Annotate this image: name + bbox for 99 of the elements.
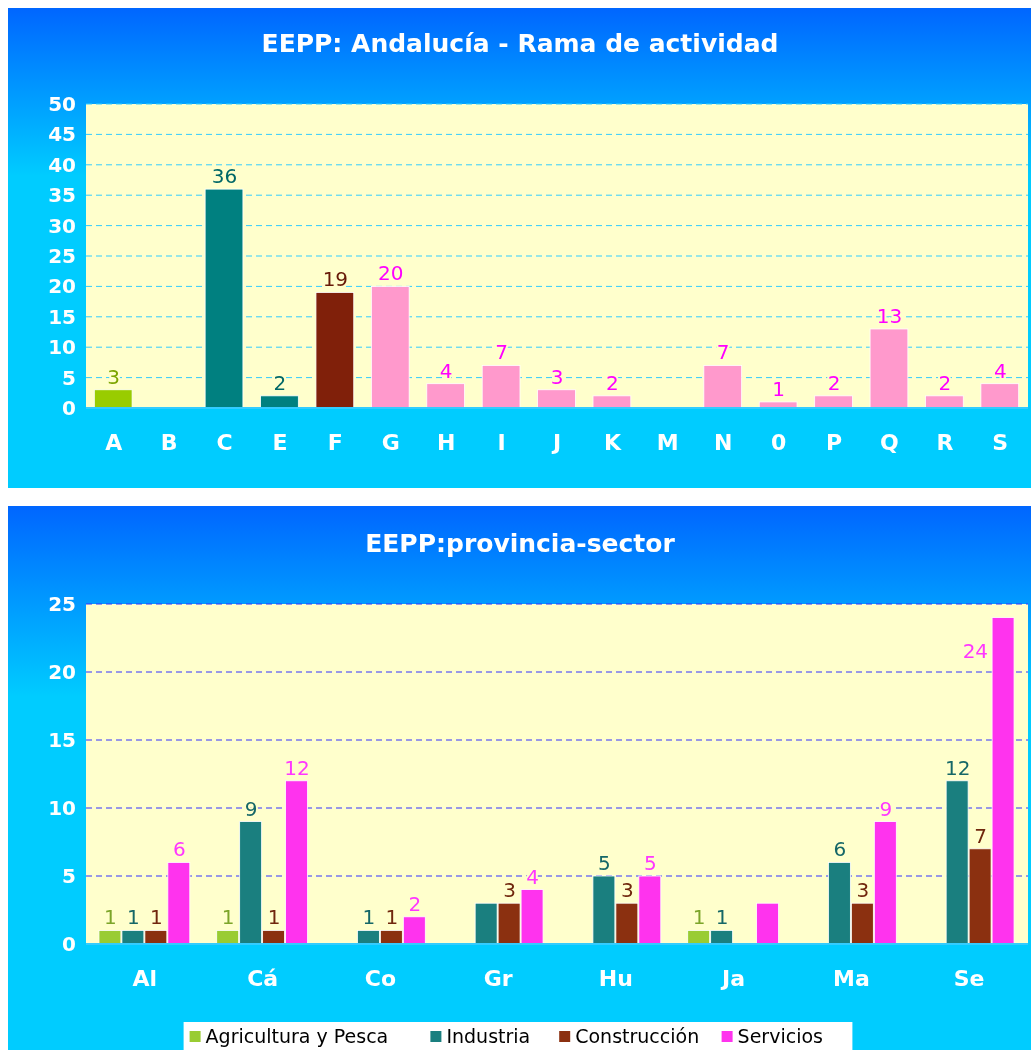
y-tick-label: 25	[48, 592, 76, 616]
y-tick-label: 15	[48, 728, 76, 752]
x-tick-label: G	[381, 430, 400, 455]
y-tick-label: 20	[48, 660, 76, 684]
data-label: 4	[439, 358, 453, 383]
bar	[925, 395, 964, 409]
legend-label: Agricultura y Pesca	[205, 1025, 389, 1047]
chart-title: EEPP: Andalucía - Rama de actividad	[261, 29, 779, 58]
data-label: 2	[938, 370, 952, 395]
y-tick-label: 40	[48, 152, 76, 177]
x-tick-label: P	[826, 430, 843, 455]
y-tick-label: 20	[48, 274, 76, 299]
data-label: 6	[833, 837, 847, 862]
legend-label: Industria	[446, 1025, 531, 1047]
x-tick-label: A	[105, 430, 123, 455]
x-tick-label: I	[497, 430, 506, 455]
bar	[315, 292, 355, 409]
y-tick-label: 5	[62, 365, 76, 390]
data-label: 3	[620, 878, 634, 903]
x-tick-label: E	[272, 430, 288, 455]
data-label: 3	[503, 878, 516, 903]
x-tick-label: M	[656, 430, 679, 455]
data-label: 12	[284, 755, 310, 780]
data-label: 2	[408, 891, 422, 916]
bar	[703, 365, 743, 409]
bar	[260, 395, 299, 409]
data-label: 1	[772, 376, 786, 401]
y-tick-label: 30	[48, 213, 76, 238]
data-label: 6	[172, 837, 186, 862]
bar	[537, 389, 576, 409]
x-tick-label: Ma	[833, 966, 870, 991]
data-label: 20	[378, 261, 404, 286]
bar	[814, 395, 853, 409]
data-label: 1	[385, 905, 399, 930]
y-tick-label: 10	[48, 796, 76, 820]
data-label: 19	[322, 267, 349, 292]
x-tick-label: F	[327, 430, 343, 455]
x-tick-label: Cá	[247, 966, 279, 991]
data-label: 24	[962, 638, 989, 663]
x-tick-label: Al	[132, 966, 158, 991]
data-label: 1	[267, 905, 281, 930]
y-tick-label: 15	[48, 304, 76, 329]
data-label: 1	[715, 905, 729, 930]
x-tick-label: H	[436, 430, 456, 455]
x-tick-label: N	[714, 430, 733, 455]
data-label: 4	[993, 358, 1007, 383]
data-label: 36	[211, 164, 238, 189]
data-label: 3	[856, 878, 870, 903]
data-label: 4	[526, 864, 539, 889]
x-tick-label: Gr	[483, 966, 513, 991]
x-tick-label: R	[936, 430, 954, 455]
data-label: 1	[692, 905, 706, 930]
x-tick-label: B	[160, 430, 178, 455]
y-tick-label: 0	[62, 932, 76, 956]
bar	[592, 395, 632, 409]
x-tick-label: Ja	[720, 966, 746, 991]
x-tick-label: Co	[364, 966, 397, 991]
data-label: 7	[495, 340, 508, 365]
bar	[426, 383, 465, 409]
bar	[869, 328, 909, 409]
data-label: 7	[716, 340, 730, 365]
bar	[756, 902, 779, 945]
data-label: 2	[273, 370, 287, 395]
data-label: 1	[104, 905, 117, 930]
legend-label: Servicios	[737, 1025, 823, 1047]
data-label: 1	[221, 905, 235, 930]
y-tick-label: 0	[62, 396, 76, 420]
x-tick-label: Hu	[598, 966, 633, 991]
y-tick-label: 25	[48, 244, 76, 268]
data-label: 2	[606, 370, 619, 395]
y-tick-label: 35	[48, 183, 76, 208]
data-label: 1	[149, 905, 163, 930]
y-tick-label: 10	[48, 335, 76, 360]
data-label: 5	[598, 851, 611, 875]
x-tick-label: K	[603, 430, 622, 455]
x-tick-label: J	[550, 430, 562, 455]
bar	[370, 286, 410, 409]
data-label: 2	[827, 370, 841, 395]
bar	[980, 383, 1020, 409]
data-label: 9	[244, 796, 258, 821]
y-tick-label: 50	[48, 92, 76, 116]
x-tick-label: Q	[880, 430, 899, 455]
y-tick-label: 5	[62, 864, 76, 888]
y-tick-label: 45	[48, 122, 76, 147]
data-label: 1	[362, 905, 376, 930]
x-tick-label: Se	[953, 966, 985, 991]
bar	[204, 188, 244, 409]
x-tick-label: 0	[770, 430, 787, 455]
x-tick-label: C	[216, 430, 233, 455]
data-label: 7	[974, 823, 987, 848]
data-label: 12	[944, 755, 971, 780]
data-label: 1	[127, 905, 140, 930]
data-label: 9	[879, 796, 893, 821]
legend-label: Construcción	[575, 1025, 700, 1047]
chart-title: EEPP:provincia-sector	[365, 529, 676, 558]
x-tick-label: S	[992, 430, 1009, 455]
bar	[93, 389, 133, 409]
data-label: 5	[643, 851, 657, 875]
bar	[481, 365, 521, 409]
